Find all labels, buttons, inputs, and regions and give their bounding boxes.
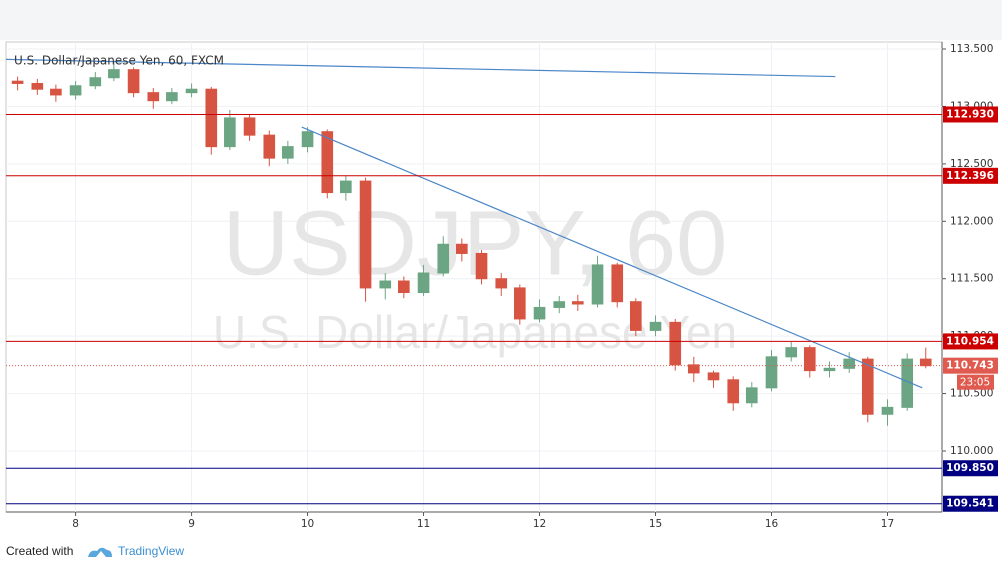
candle-body (321, 131, 334, 194)
candle-body (398, 280, 410, 294)
countdown-box (957, 374, 994, 390)
candle-body (185, 88, 198, 94)
candle-body (591, 264, 604, 305)
candle-body (553, 301, 566, 308)
overlay: 113.500113.000112.500112.000111.500111.0… (5, 43, 998, 530)
watermark: USDJPY, 60 (223, 192, 728, 294)
level-label: 112.396 (946, 170, 994, 182)
candle-body (359, 180, 372, 289)
x-tick-label: 16 (765, 518, 779, 530)
candle-body (475, 252, 488, 280)
x-tick-label: 17 (881, 518, 894, 530)
y-tick-label: 112.500 (950, 158, 993, 170)
y-tick-label: 111.500 (950, 273, 993, 285)
candle-body (861, 358, 874, 415)
candle-body (340, 180, 352, 194)
level-label-box (943, 333, 998, 350)
watermark-subtitle: U.S. Dollar/Japanese Yen (213, 306, 737, 358)
candle-body (417, 272, 430, 294)
candle-body (437, 243, 450, 274)
level-label-box (943, 106, 998, 123)
candle-body (224, 117, 236, 148)
candle-body (881, 406, 894, 415)
candle-body (919, 358, 932, 367)
last-price-label-box (943, 357, 998, 374)
candle-body (823, 367, 836, 372)
candle-body (31, 82, 44, 90)
candle-body (205, 88, 218, 148)
level-label-box (943, 167, 998, 184)
candle-body (89, 77, 102, 87)
x-tick-label: 11 (417, 518, 430, 530)
candle-body (669, 321, 682, 366)
candle-body (745, 387, 758, 404)
footer-brand[interactable]: TradingView (118, 544, 184, 558)
level-label: 110.954 (946, 335, 994, 347)
y-tick-label: 110.000 (950, 445, 993, 457)
candle-body (282, 146, 294, 159)
candle-body (11, 80, 24, 84)
candle-body (108, 69, 120, 79)
level-label: 112.930 (946, 108, 994, 120)
candle-body (533, 306, 546, 320)
y-tick-label: 113.500 (950, 43, 993, 55)
y-tick-label: 110.500 (950, 388, 993, 400)
countdown: 23:05 (960, 377, 990, 389)
candle-body (166, 92, 178, 102)
candle-body (127, 69, 140, 94)
candle-body (843, 358, 856, 369)
candle-body (611, 264, 624, 303)
chart-title: U.S. Dollar/Japanese Yen, 60, FXCM (14, 54, 224, 68)
level-label-box (943, 460, 998, 477)
candle-body (629, 301, 642, 331)
candle-body (456, 243, 468, 254)
x-tick-label: 12 (533, 518, 546, 530)
top-bar (0, 0, 1002, 40)
tradingview-logo (88, 547, 112, 557)
y-tick-label: 112.000 (950, 215, 993, 227)
candle-body (785, 347, 798, 358)
candle-body (707, 372, 720, 381)
x-tick-label: 8 (72, 518, 79, 530)
candle-body (263, 134, 276, 159)
level-label: 109.541 (946, 498, 994, 510)
x-tick-label: 10 (301, 518, 314, 530)
candle-body (50, 88, 62, 96)
candle-body (69, 85, 82, 96)
x-tick-label: 9 (188, 518, 195, 530)
candle-body (301, 131, 314, 148)
candle-body (513, 287, 526, 320)
plot-area (5, 41, 943, 513)
candle-body (727, 379, 740, 404)
footer-bar (0, 538, 1002, 570)
candle-body (687, 364, 700, 374)
candle-body (649, 321, 662, 331)
candle-body (147, 92, 160, 102)
footer-prefix: Created with (6, 544, 73, 558)
level-label: 109.850 (946, 462, 994, 474)
candle-body (379, 280, 392, 289)
candle-body (803, 347, 816, 372)
x-tick-label: 15 (649, 518, 662, 530)
trend-line (301, 126, 923, 389)
last-price-label: 110.743 (946, 360, 994, 372)
candle-body (765, 356, 778, 389)
candle-body (243, 117, 256, 136)
grid (6, 42, 942, 512)
candle-body (571, 301, 584, 305)
candle-body (495, 278, 508, 289)
level-label-box (943, 495, 998, 512)
trend-line (5, 58, 836, 78)
